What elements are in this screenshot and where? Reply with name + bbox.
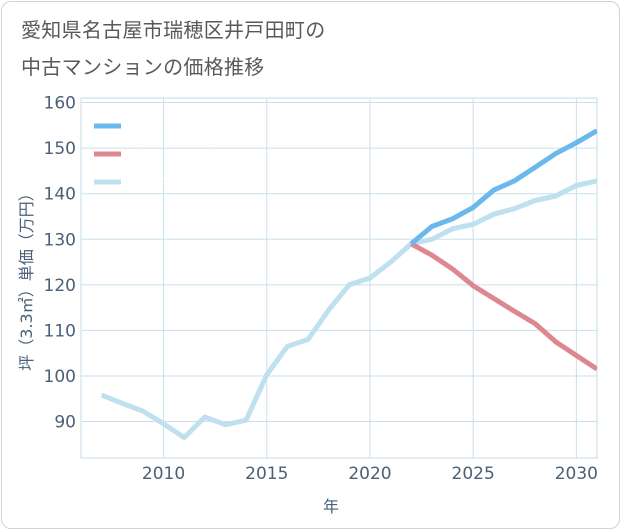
y-axis-label: 坪（3.3㎡）単価（万円） — [17, 185, 36, 370]
y-tick-label: 130 — [44, 230, 76, 250]
y-tick-label: 120 — [44, 276, 76, 296]
series-line-0 — [409, 128, 597, 246]
series-line-2 — [100, 178, 597, 440]
y-tick-label: 100 — [44, 367, 76, 387]
y-tick-label: 110 — [44, 321, 76, 341]
x-tick-label: 2030 — [555, 464, 598, 484]
legend-label: ノーマルシナリオ — [129, 175, 225, 189]
x-tick-label: 2015 — [245, 464, 288, 484]
y-tick-label: 140 — [44, 185, 76, 205]
y-tick-label: 160 — [44, 94, 76, 114]
legend-label: バッドシナリオ — [129, 147, 213, 161]
y-tick-label: 90 — [54, 413, 76, 433]
tick-labels: 2010 2015 2020 2025 2030 90 100 110 120 130 140 150… — [44, 94, 598, 484]
y-tick-label: 150 — [44, 139, 76, 159]
chart-title-line1: 愛知県名古屋市瑞穂区井戸田町の — [21, 18, 326, 42]
legend-label: グッドシナリオ — [129, 119, 213, 133]
x-tick-label: 2010 — [142, 464, 185, 484]
plot-area — [80, 97, 598, 459]
grid-lines — [81, 98, 597, 458]
chart-title-line2: 中古マンションの価格推移 — [21, 55, 265, 79]
x-axis-label: 年 — [323, 497, 339, 516]
x-tick-label: 2020 — [348, 464, 391, 484]
x-tick-label: 2025 — [452, 464, 495, 484]
series-line-1 — [409, 241, 597, 372]
series-layer — [100, 128, 597, 440]
